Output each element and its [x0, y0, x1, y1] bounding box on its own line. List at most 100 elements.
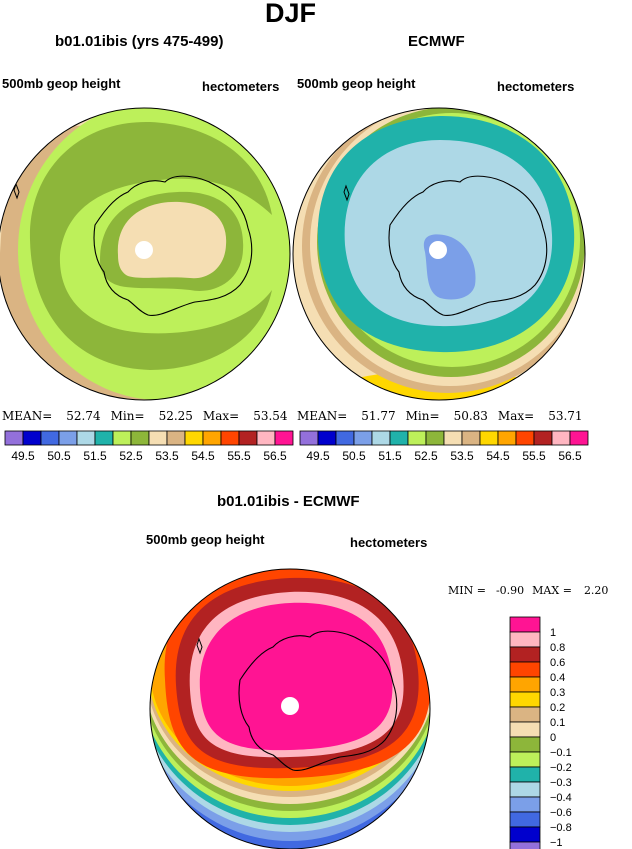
- legend1-tick-label: 51.5: [83, 449, 107, 463]
- legend3-swatch: [509, 706, 541, 723]
- band-1: [199, 602, 393, 751]
- legend2-swatch: [335, 430, 355, 446]
- panel1-left-label: 500mb geop height: [2, 76, 121, 91]
- legend1-swatch: [112, 430, 132, 446]
- legend2-tick-label: 52.5: [414, 449, 438, 463]
- legend3-swatch: [509, 676, 541, 693]
- legend1-swatch: [220, 430, 240, 446]
- legend3-tick-label: 0: [550, 732, 556, 744]
- legend2-tick-label: 54.5: [486, 449, 510, 463]
- legend2-swatch: [299, 430, 319, 446]
- legend1-swatch: [238, 430, 258, 446]
- legend3-swatch: [509, 796, 541, 813]
- legend3-tick-label: −0.8: [550, 822, 572, 834]
- panel2-left-label: 500mb geop height: [297, 76, 416, 91]
- panel1-right-label: hectometers: [202, 79, 280, 94]
- legend1-tick-label: 50.5: [47, 449, 71, 463]
- legend3-swatch: [509, 631, 541, 648]
- legend2-swatch: [425, 430, 445, 446]
- legend2-swatch: [461, 430, 481, 446]
- legend1-swatch: [274, 430, 294, 446]
- legend2-swatch: [353, 430, 373, 446]
- diff-title: b01.01ibis - ECMWF: [217, 493, 360, 510]
- legend2-swatch: [371, 430, 391, 446]
- legend3-tick-label: 0.6: [550, 657, 565, 669]
- south-america-tip: [343, 184, 350, 202]
- legend3-swatch: [509, 781, 541, 798]
- legend2-swatch: [533, 430, 553, 446]
- legend2-swatch: [479, 430, 499, 446]
- legend2-swatch: [443, 430, 463, 446]
- legend3-tick-label: −0.1: [550, 747, 572, 759]
- south-america-tip: [196, 637, 203, 655]
- antarctica-outline: [238, 630, 398, 772]
- map1-boundary: [0, 107, 291, 401]
- legend3-swatch: [509, 766, 541, 783]
- legend3-swatch: [509, 811, 541, 828]
- legend1-tick-label: 52.5: [119, 449, 143, 463]
- legend3-swatch: [509, 691, 541, 708]
- legend3-tick-label: 0.8: [550, 642, 565, 654]
- legend2-swatch: [515, 430, 535, 446]
- panel2-stats: MEAN= 51.77 Min= 50.83 Max= 53.71: [297, 409, 583, 423]
- map1-pole: [135, 241, 153, 259]
- legend3-tick-label: 0.2: [550, 702, 565, 714]
- legend1-swatch: [76, 430, 96, 446]
- legend3-swatch: [509, 616, 541, 633]
- map2-boundary: [292, 107, 586, 401]
- map2-pole: [429, 241, 447, 259]
- legend1-swatch: [184, 430, 204, 446]
- map3-boundary: [149, 568, 431, 849]
- legend2-tick-label: 55.5: [522, 449, 546, 463]
- legend1-swatch: [148, 430, 168, 446]
- band-53-0: [29, 121, 272, 370]
- legend1-tick-label: 56.5: [263, 449, 287, 463]
- legend3-swatch: [509, 736, 541, 753]
- legend3-tick-label: 1: [550, 627, 556, 639]
- legend1-tick-label: 55.5: [227, 449, 251, 463]
- legend2-swatch: [317, 430, 337, 446]
- legend2-tick-label: 49.5: [306, 449, 330, 463]
- legend1-tick-label: 49.5: [11, 449, 35, 463]
- antarctica-outline: [388, 175, 548, 317]
- panel1-stats: MEAN= 52.74 Min= 52.25 Max= 53.54: [2, 409, 288, 423]
- legend3-tick-label: −0.4: [550, 792, 572, 804]
- legend2-swatch: [497, 430, 517, 446]
- band-51-0: [344, 140, 553, 327]
- legend3-tick-label: 0.4: [550, 672, 565, 684]
- legend2-swatch: [407, 430, 427, 446]
- legend1-swatch: [94, 430, 114, 446]
- legend2-swatch: [569, 430, 589, 446]
- legend2-tick-label: 51.5: [378, 449, 402, 463]
- legend1-swatch: [4, 430, 24, 446]
- legend2-swatch: [551, 430, 571, 446]
- legend3-swatch: [509, 826, 541, 843]
- legend3-tick-label: −0.2: [550, 762, 572, 774]
- legend3-tick-label: 0.3: [550, 687, 565, 699]
- legend1-swatch: [58, 430, 78, 446]
- legend2-tick-label: 56.5: [558, 449, 582, 463]
- panel2-title: ECMWF: [408, 33, 465, 50]
- legend3-tick-label: −1: [550, 837, 563, 849]
- legend3-tick-label: −0.6: [550, 807, 572, 819]
- legend3-swatch: [509, 841, 541, 849]
- legend1-tick-label: 54.5: [191, 449, 215, 463]
- legend1-swatch: [130, 430, 150, 446]
- panel3-right-label: hectometers: [350, 535, 428, 550]
- antarctica-outline: [93, 175, 253, 317]
- legend3-swatch: [509, 751, 541, 768]
- legend1-swatch: [40, 430, 60, 446]
- legend1-swatch: [202, 430, 222, 446]
- legend1-swatch: [166, 430, 186, 446]
- legend3-swatch: [509, 646, 541, 663]
- center-53-5: [117, 201, 227, 279]
- legend2-swatch: [389, 430, 409, 446]
- panel3-left-label: 500mb geop height: [146, 532, 265, 547]
- panel3-stats: MIN = -0.90 MAX = 2.20: [448, 584, 609, 597]
- panel2-right-label: hectometers: [497, 79, 575, 94]
- legend2-tick-label: 50.5: [342, 449, 366, 463]
